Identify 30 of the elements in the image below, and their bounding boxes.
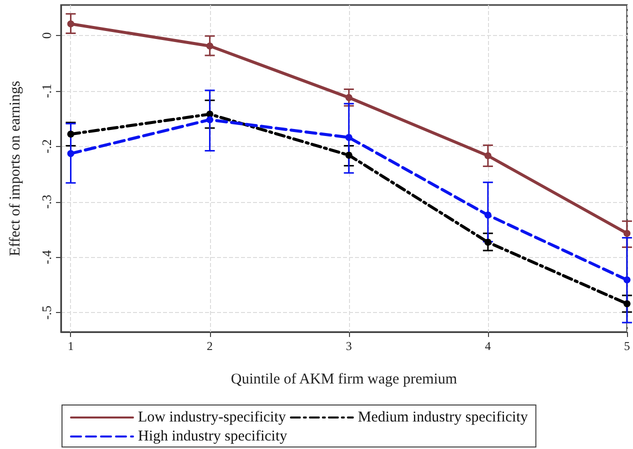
x-tick-label: 1 [68,339,74,353]
point [484,212,492,219]
point [624,276,630,284]
legend-label: Low industry-specificity [138,410,286,426]
y-axis-title: Effect of imports on earnings [8,80,24,256]
point [484,152,492,160]
x-axis-title: Quintile of AKM firm wage premium [230,372,458,388]
point [345,134,352,141]
y-tick-label: -.2 [39,139,54,154]
point [206,42,214,50]
y-tick-label: 0 [39,32,54,39]
x-tick-label: 4 [484,339,491,353]
point [624,300,630,308]
point [345,94,352,102]
point [67,150,74,158]
y-tick-label: -.5 [39,306,54,320]
point [484,238,492,246]
point [67,130,74,138]
y-tick-label: -.4 [39,250,54,264]
legend-label: Medium industry specificity [358,410,528,426]
x-tick-label: 2 [206,339,213,353]
legend-label: High industry specificity [138,428,288,444]
point [67,20,74,28]
point [345,152,352,159]
x-tick-label: 3 [346,339,352,353]
x-tick-label: 5 [624,339,630,353]
point [624,230,630,237]
y-tick-label: -.1 [39,84,54,98]
point [206,116,214,124]
y-tick-label: -.3 [39,194,54,209]
